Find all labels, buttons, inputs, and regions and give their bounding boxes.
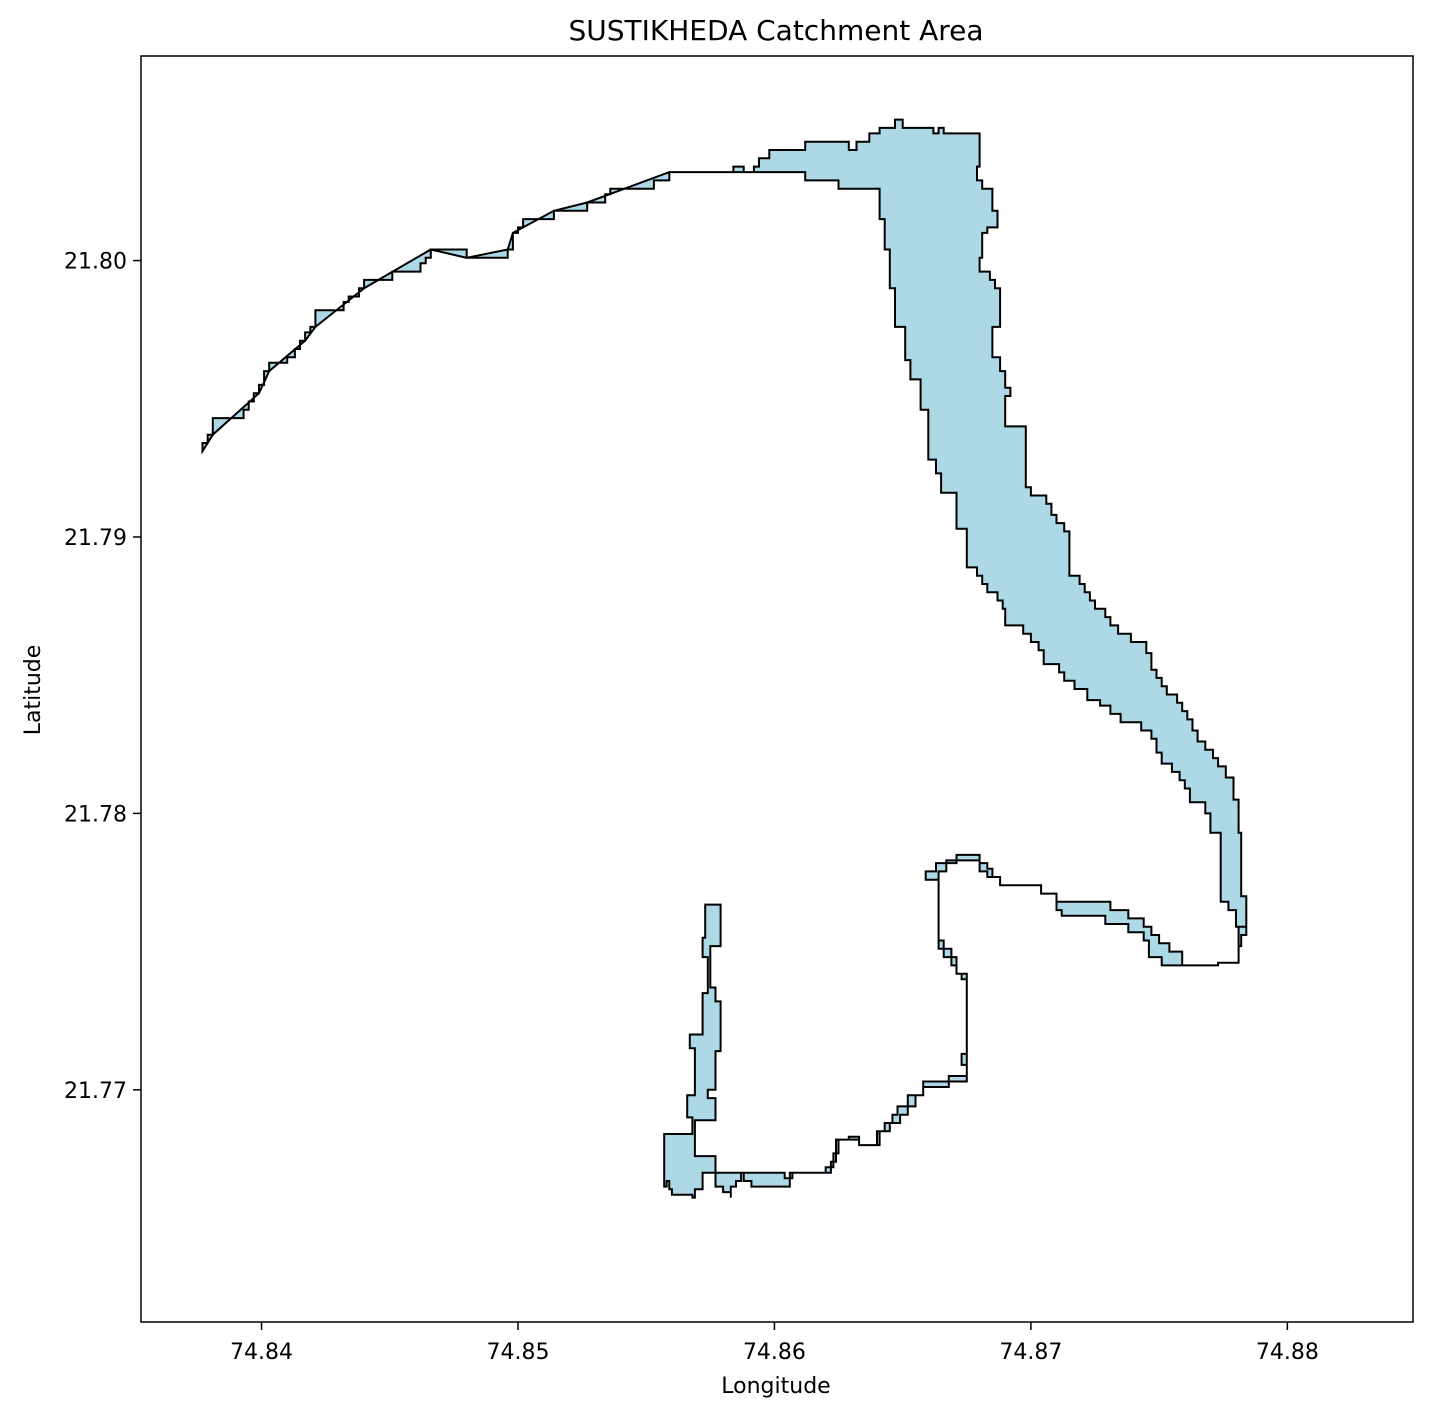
y-tick-label: 21.78 bbox=[64, 802, 127, 827]
y-tick-label: 21.77 bbox=[64, 1079, 127, 1104]
x-tick-label: 74.84 bbox=[230, 1340, 293, 1365]
catchment-polygon-layer bbox=[201, 118, 1248, 1199]
y-axis-label: Latitude bbox=[21, 645, 46, 736]
catchment-area-polygon bbox=[201, 118, 1248, 1199]
x-tick-label: 74.87 bbox=[999, 1340, 1062, 1365]
x-tick-label: 74.88 bbox=[1256, 1340, 1319, 1365]
x-axis-ticks: 74.84 74.85 74.86 74.87 74.88 bbox=[230, 1322, 1319, 1365]
x-tick-label: 74.86 bbox=[743, 1340, 806, 1365]
y-tick-label: 21.80 bbox=[64, 250, 127, 275]
chart-title: SUSTIKHEDA Catchment Area bbox=[568, 14, 983, 47]
y-axis-ticks: 21.80 21.79 21.78 21.77 bbox=[64, 250, 141, 1104]
y-tick-label: 21.79 bbox=[64, 526, 127, 551]
x-tick-label: 74.85 bbox=[486, 1340, 549, 1365]
x-axis-label: Longitude bbox=[721, 1374, 830, 1399]
plot-frame bbox=[140, 55, 1414, 1323]
